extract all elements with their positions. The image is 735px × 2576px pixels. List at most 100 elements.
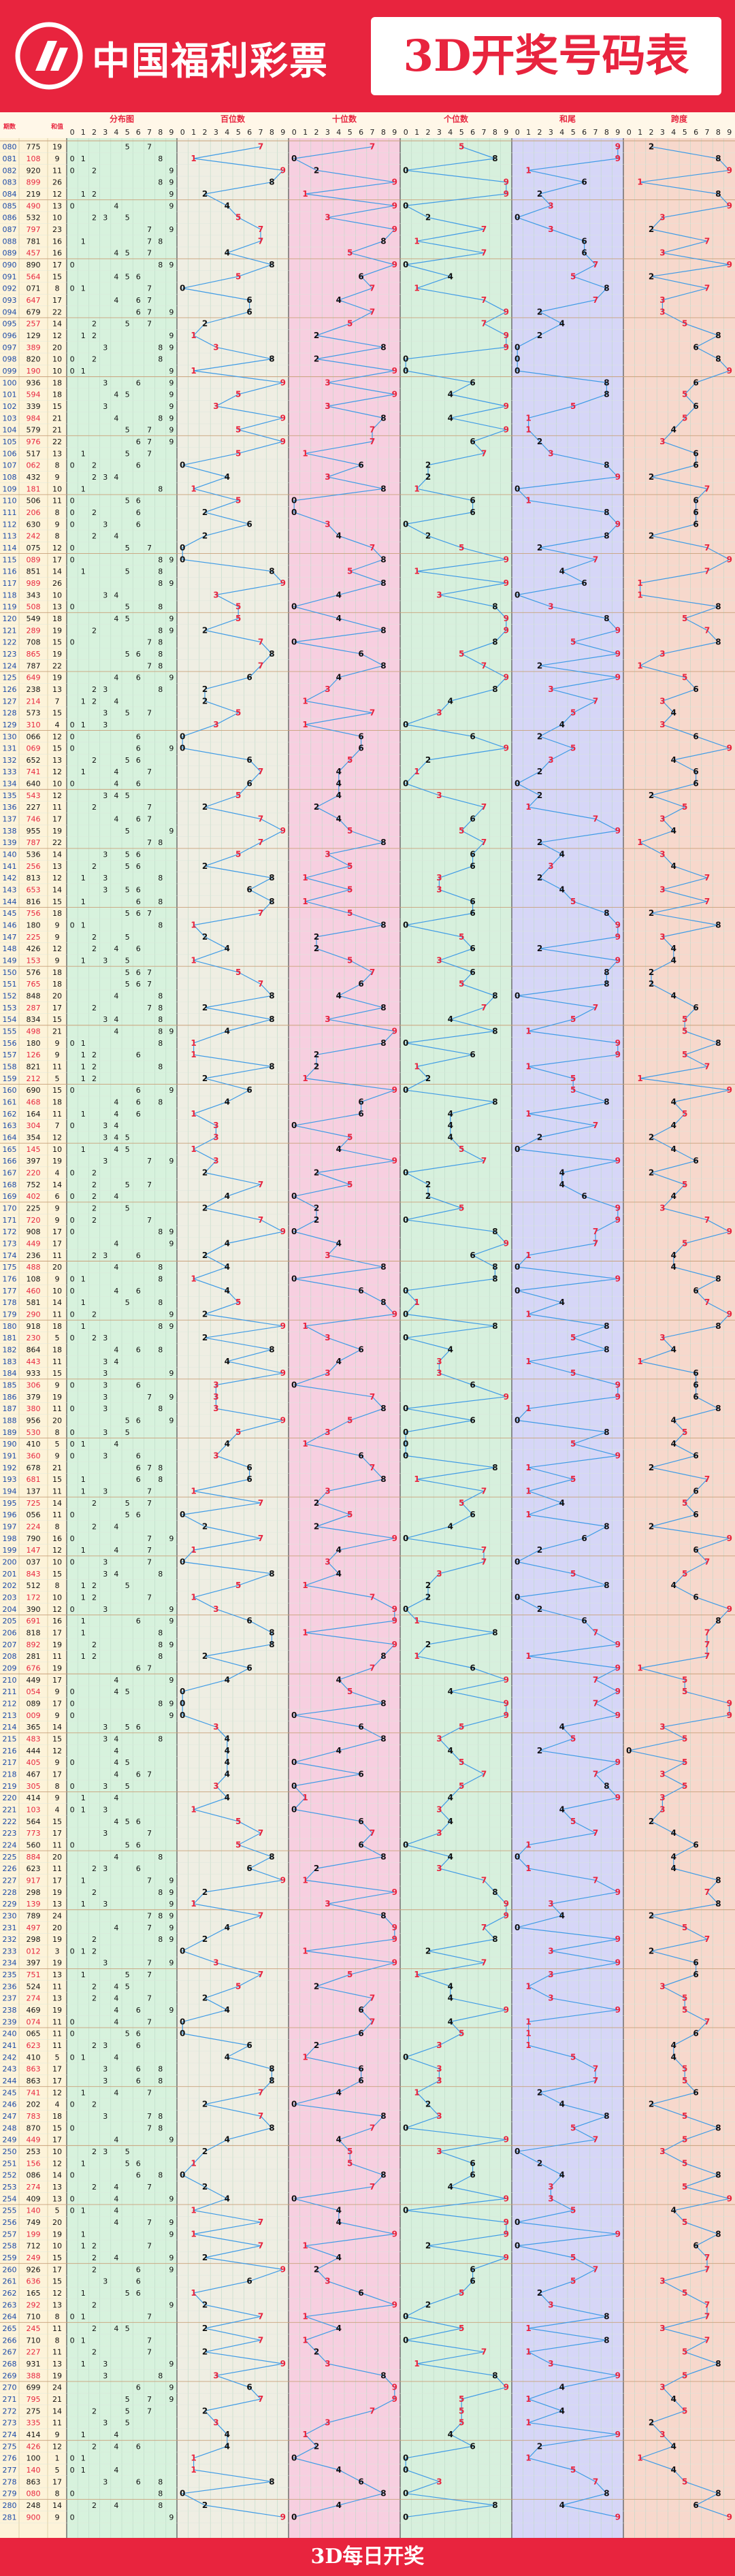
distribution-mark: 5 [125,1817,130,1826]
hundreds-mark: 9 [280,437,286,446]
hundreds-mark: 8 [269,1852,274,1862]
sumtail-mark: 5 [570,1333,576,1342]
distribution-mark: 9 [169,2006,174,2015]
draw-number-cell: 089 [27,555,41,564]
column-header-hundreds: 百位数 [220,114,246,124]
span-mark: 9 [727,1534,732,1543]
distribution-mark: 8 [158,838,163,847]
tens-mark: 7 [370,1994,375,2003]
distribution-mark: 7 [147,1157,152,1166]
units-mark: 1 [414,284,419,293]
units-mark: 5 [459,1144,464,1154]
units-mark: 7 [481,2347,487,2357]
distribution-mark: 0 [70,2454,75,2463]
hundreds-mark: 3 [213,720,218,729]
span-mark: 4 [671,1251,676,1260]
period-cell: 277 [3,2466,17,2475]
tens-mark: 5 [347,1180,353,1189]
tens-mark: 0 [291,1121,297,1130]
distribution-mark: 6 [136,909,141,918]
sumtail-mark: 0 [514,590,520,599]
period-cell: 258 [3,2242,17,2251]
period-cell: 249 [3,2136,17,2145]
sum-cell: 20 [52,1853,62,1862]
distribution-mark: 6 [136,1864,141,1873]
tens-mark: 8 [380,1474,386,1484]
distribution-mark: 7 [147,638,152,647]
units-mark: 1 [414,1970,419,1979]
sumtail-mark: 0 [514,1592,520,1602]
draw-number-cell: 414 [27,2430,41,2439]
period-cell: 142 [3,874,17,882]
distribution-mark: 1 [81,1805,86,1814]
distribution-mark: 4 [114,2136,118,2145]
draw-number-cell: 202 [27,2100,41,2109]
units-mark: 6 [470,1380,475,1389]
span-mark: 8 [715,354,721,364]
tens-mark: 3 [325,1486,330,1496]
sum-cell: 12 [52,2442,62,2451]
period-cell: 141 [3,862,17,871]
digit-header: 0 [70,128,75,137]
distribution-mark: 1 [81,697,86,706]
hundreds-mark: 0 [180,1557,185,1566]
hundreds-mark: 2 [202,1934,208,1944]
sumtail-mark: 1 [525,2041,531,2050]
tens-mark: 9 [392,1027,397,1036]
distribution-mark: 1 [81,1322,86,1331]
draw-number-cell: 536 [27,851,41,859]
hundreds-mark: 7 [258,1180,263,1189]
span-mark: 5 [682,1675,687,1685]
draw-number-cell: 543 [27,791,41,800]
units-mark: 3 [436,885,442,895]
sumtail-mark: 1 [525,1981,531,1991]
distribution-mark: 2 [92,1982,97,1991]
hundreds-mark: 0 [180,744,185,753]
sum-cell: 14 [52,1499,62,1508]
sum-cell: 21 [52,414,62,423]
tens-mark: 0 [291,1380,297,1389]
digit-header: 4 [225,128,229,137]
sumtail-mark: 9 [615,1793,621,1802]
units-mark: 5 [459,1722,464,1732]
tens-mark: 8 [380,625,386,635]
hundreds-mark: 0 [180,2170,185,2180]
distribution-mark: 5 [125,2395,130,2404]
sumtail-mark: 4 [559,567,565,576]
span-mark: 7 [704,1557,710,1566]
units-mark: 5 [459,826,464,836]
period-cell: 225 [3,1853,17,1862]
sumtail-mark: 8 [604,1521,609,1531]
draw-number-cell: 380 [27,1404,41,1413]
period-cell: 193 [3,1475,17,1484]
sumtail-mark: 2 [537,437,542,446]
digit-header: 6 [470,128,475,137]
hundreds-mark: 1 [191,2229,196,2239]
distribution-mark: 3 [103,685,108,694]
units-mark: 2 [425,2100,431,2109]
units-mark: 4 [448,390,453,399]
period-cell: 197 [3,1522,17,1531]
sumtail-mark: 0 [514,1262,520,1272]
hundreds-mark: 1 [191,2465,196,2475]
units-mark: 9 [504,1899,509,1909]
sum-cell: 12 [52,944,62,953]
hundreds-mark: 5 [235,602,241,612]
distribution-mark: 2 [92,1063,97,1072]
distribution-mark: 4 [114,591,118,599]
units-mark: 9 [504,1711,509,1720]
sumtail-mark: 9 [615,1380,621,1389]
draw-number-cell: 712 [27,2242,41,2251]
hundreds-mark: 2 [202,189,208,199]
span-mark: 5 [682,319,687,329]
hundreds-mark: 2 [202,2253,208,2262]
draw-number-cell: 147 [27,1546,41,1555]
sum-cell: 14 [52,1723,62,1732]
distribution-mark: 8 [158,897,163,906]
distribution-mark: 4 [114,674,118,682]
distribution-mark: 8 [158,1652,163,1661]
distribution-mark: 1 [81,190,86,199]
tens-mark: 0 [291,508,297,517]
distribution-mark: 2 [92,473,97,482]
sum-cell: 22 [52,308,62,316]
